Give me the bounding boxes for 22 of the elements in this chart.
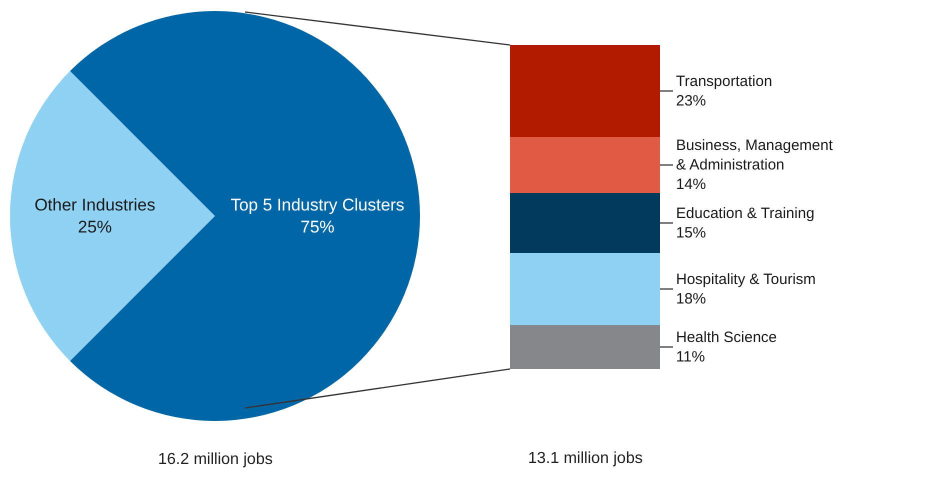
pie-slice (10, 71, 215, 361)
bar (510, 325, 660, 369)
text: 13.1 million jobs (528, 450, 643, 467)
series-label: Health Science (676, 329, 777, 346)
series-label: Business, Management & Administration (676, 137, 834, 174)
data-label: 23% (676, 92, 706, 110)
slice-label: Other Industries (34, 195, 156, 214)
data-label: 18% (676, 290, 706, 308)
data-label: 15% (676, 224, 706, 242)
bar (510, 137, 660, 193)
data-label: 25% (78, 218, 112, 237)
text: 16.2 million jobs (158, 451, 273, 468)
data-label: 14% (676, 176, 706, 193)
bar (510, 253, 660, 325)
data-label: 11% (676, 348, 705, 366)
series-label: Hospitality & Tourism (676, 271, 816, 288)
series-label: Transportation (676, 73, 772, 90)
bar (510, 45, 660, 137)
slice-label: Top 5 Industry Clusters (230, 195, 404, 214)
bar (510, 193, 660, 253)
data-label: 75% (300, 218, 335, 237)
series-label: Education & Training (676, 205, 814, 222)
